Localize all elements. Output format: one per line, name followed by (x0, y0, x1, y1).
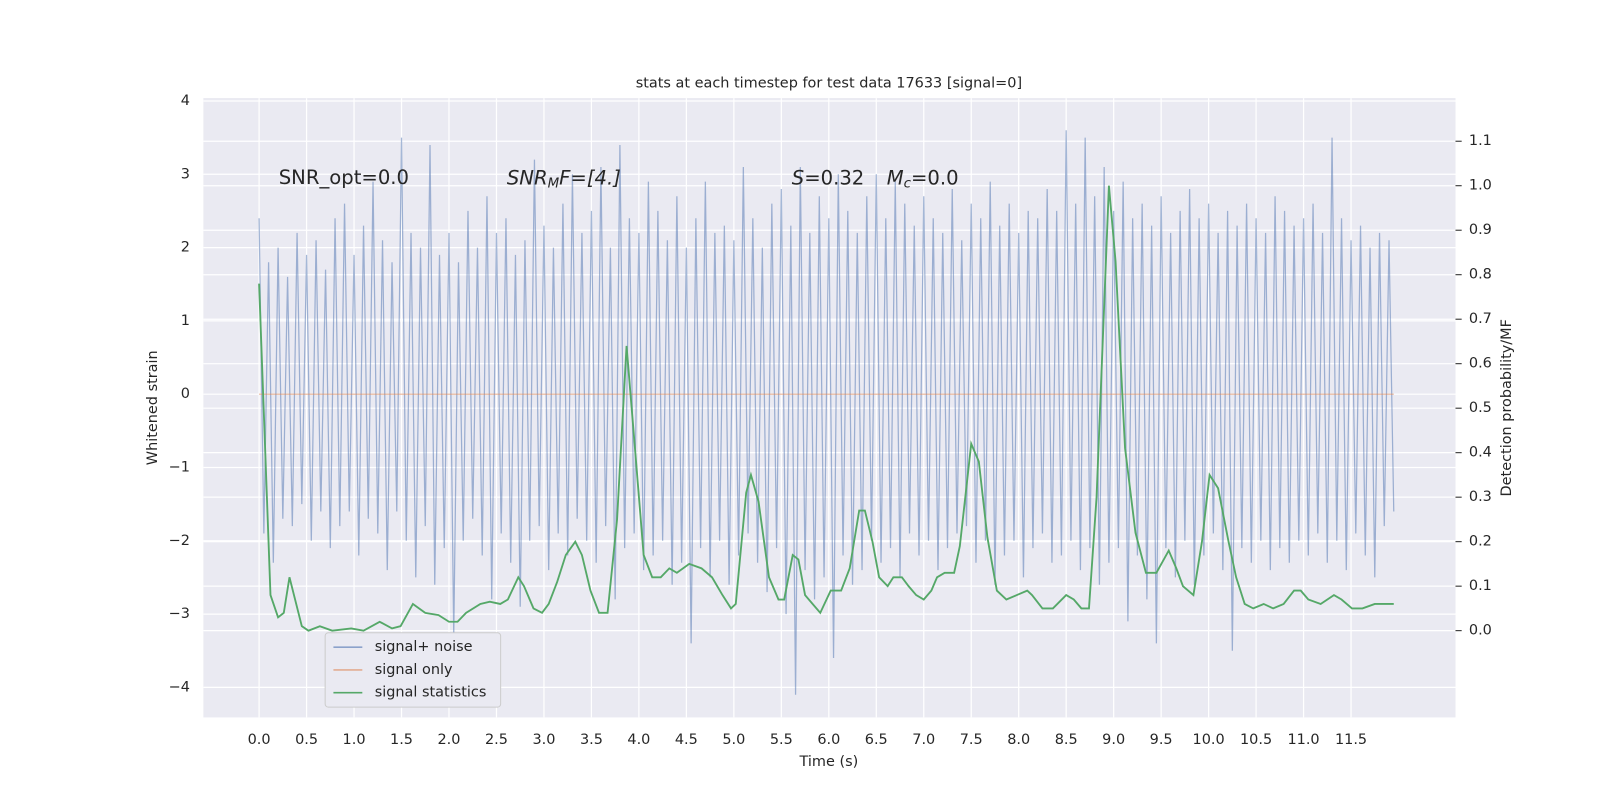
x-tick-label: 6.0 (817, 732, 840, 748)
x-tick-label: 4.0 (627, 732, 650, 748)
annotation-part: =0.32 (804, 166, 864, 189)
series-line (258, 185, 1394, 632)
y2-tick-label: 0.4 (1469, 445, 1492, 461)
legend-label: signal statistics (375, 685, 487, 701)
annotation-part: SNR (507, 166, 548, 189)
x-tick-label: 3.0 (532, 732, 555, 748)
x-tick-label: 7.5 (960, 732, 983, 748)
x-tick-label: 2.5 (485, 732, 508, 748)
x-tick-label: 0.0 (248, 732, 271, 748)
series-line (258, 130, 1395, 695)
y2-tick-label: 0.9 (1469, 222, 1492, 238)
x-tick-label: 4.5 (675, 732, 698, 748)
x-tick-label: 10.5 (1240, 732, 1272, 748)
y2-tick-label: 0.2 (1469, 534, 1492, 550)
x-tick-label: 11.5 (1335, 732, 1367, 748)
annotation-part: M (548, 177, 560, 192)
x-tick-label: 9.0 (1102, 732, 1125, 748)
y-tick-label: −4 (169, 679, 190, 695)
annotation-part: c (904, 177, 912, 192)
x-tick-label: 8.5 (1055, 732, 1078, 748)
x-tick-label: 10.0 (1193, 732, 1225, 748)
y-tick-label: 3 (181, 166, 190, 182)
x-tick-label: 1.5 (390, 732, 413, 748)
x-tick-label: 9.5 (1150, 732, 1173, 748)
y-tick-label: 1 (181, 313, 190, 329)
y-tick-label: −1 (169, 459, 190, 475)
x-tick-label: 5.5 (770, 732, 793, 748)
y-axis-label: Whitened strain (145, 350, 161, 465)
annotation: SNR_opt=0.0 (279, 166, 409, 189)
x-tick-label: 1.0 (343, 732, 366, 748)
y2-tick-label: 0.0 (1469, 623, 1492, 639)
y2-tick-label: 0.1 (1469, 578, 1492, 594)
x-tick-label: 6.5 (865, 732, 888, 748)
x-tick-label: 2.0 (438, 732, 461, 748)
y-tick-label: 0 (181, 386, 190, 402)
y2-tick-label: 0.6 (1469, 356, 1492, 372)
y-tick-label: 4 (181, 93, 190, 109)
y2-tick-label: 0.7 (1469, 311, 1492, 327)
x-tick-label: 7.0 (912, 732, 935, 748)
annotation-part: F=[4.] (559, 166, 621, 189)
annotation-part: =0.0 (911, 166, 959, 189)
y-tick-label: 2 (181, 240, 190, 256)
annotation-part: S (792, 166, 804, 189)
y-tick-label: −3 (169, 606, 190, 622)
legend: signal+ noise signal only signal statistic… (324, 632, 502, 708)
x-tick-label: 3.5 (580, 732, 603, 748)
y2-axis-label: Detection probability/MF (1499, 319, 1515, 496)
chart-title: stats at each timestep for test data 176… (636, 76, 1022, 92)
x-tick-label: 11.0 (1287, 732, 1319, 748)
y2-tick-label: 0.5 (1469, 400, 1492, 416)
annotation-part: M (887, 166, 904, 189)
x-axis-label: Time (s) (799, 754, 859, 770)
annotation: S=0.32 Mc=0.0 (792, 166, 959, 192)
x-tick-label: 8.0 (1007, 732, 1030, 748)
legend-label: signal only (375, 662, 453, 678)
y2-tick-label: 1.0 (1469, 178, 1492, 194)
legend-box (324, 632, 502, 708)
y2-tick-label: 1.1 (1469, 133, 1492, 149)
y2-tick-label: 0.3 (1469, 489, 1492, 505)
y2-tick-label: 0.8 (1469, 267, 1492, 283)
annotation: SNRMF=[4.] (507, 166, 621, 192)
y-tick-label: −2 (169, 533, 190, 549)
legend-label: signal+ noise (375, 639, 473, 655)
x-tick-label: 0.5 (295, 732, 318, 748)
marks (258, 130, 1395, 695)
x-tick-label: 5.0 (722, 732, 745, 748)
